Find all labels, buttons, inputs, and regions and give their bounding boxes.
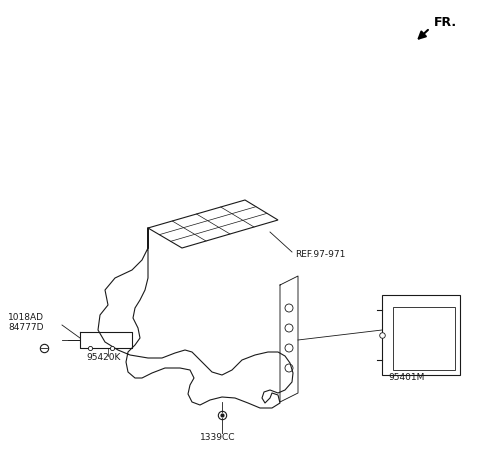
Text: FR.: FR.: [434, 16, 457, 29]
Text: 84777D: 84777D: [8, 323, 44, 332]
Text: 1018AD: 1018AD: [8, 313, 44, 322]
Text: 95401M: 95401M: [388, 374, 424, 383]
Text: REF.97-971: REF.97-971: [295, 250, 346, 259]
Bar: [393, 307, 455, 370]
Bar: [382, 295, 460, 375]
Text: 95420K: 95420K: [86, 353, 120, 362]
Text: 1339CC: 1339CC: [200, 433, 236, 442]
